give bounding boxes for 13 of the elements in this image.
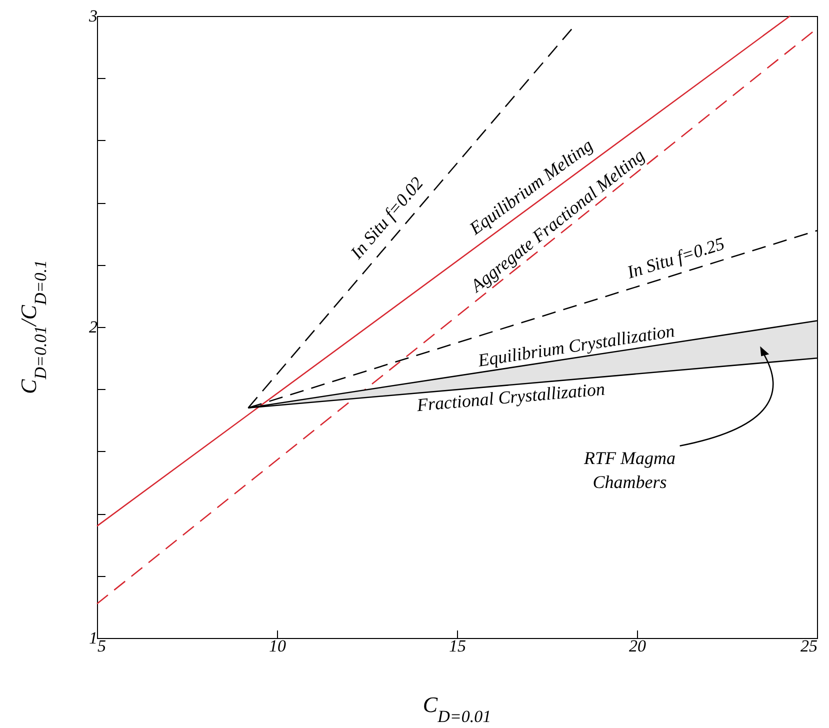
y-tick-label: 1: [89, 628, 98, 648]
x-tick-label: 20: [629, 636, 646, 656]
x-tick-label: 25: [800, 636, 818, 656]
y-tick-label: 2: [89, 318, 98, 336]
series-label: Fractional Crystallization: [415, 378, 606, 416]
x-tick-label: 10: [269, 636, 286, 656]
annotation: RTF Magma Chambers: [583, 448, 676, 492]
x-tick-label: 5: [98, 636, 106, 656]
x-axis-title: C$_{D=0.01}$: [422, 692, 492, 726]
text: In Situ f=0.25: [624, 233, 727, 283]
x-tick-label: 15: [449, 636, 466, 656]
text: Equilibrium Crystallization: [476, 320, 676, 371]
y-tick-label: 3: [88, 6, 98, 26]
